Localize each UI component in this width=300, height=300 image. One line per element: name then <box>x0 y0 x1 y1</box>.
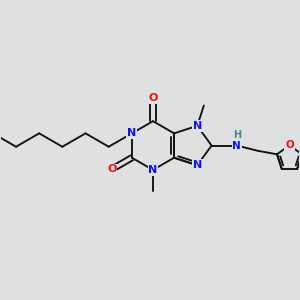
Text: O: O <box>148 93 158 103</box>
Text: N: N <box>127 128 136 138</box>
Text: N: N <box>193 121 202 131</box>
Text: H: H <box>233 130 241 140</box>
Text: N: N <box>193 160 202 170</box>
Text: O: O <box>107 164 116 174</box>
Text: N: N <box>148 165 158 175</box>
Text: N: N <box>232 140 241 151</box>
Text: H: H <box>233 140 241 151</box>
Text: O: O <box>285 140 294 150</box>
